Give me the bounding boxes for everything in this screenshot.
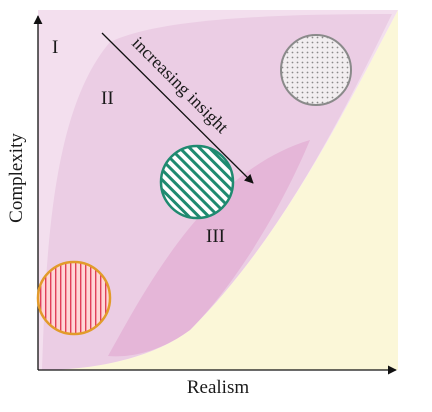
x-axis-label: Realism <box>187 377 249 398</box>
region-III-label: III <box>206 226 225 247</box>
region-II-label: II <box>101 88 114 109</box>
region-III-area <box>108 140 310 357</box>
y-axis-label: Complexity <box>6 133 27 223</box>
outside-region <box>38 10 398 370</box>
red-striped-circle <box>36 260 112 336</box>
region-I-label: I <box>52 37 58 58</box>
insight-arrow <box>101 32 254 184</box>
dotted-circle <box>280 34 352 106</box>
green-hatched-circle <box>159 144 235 220</box>
